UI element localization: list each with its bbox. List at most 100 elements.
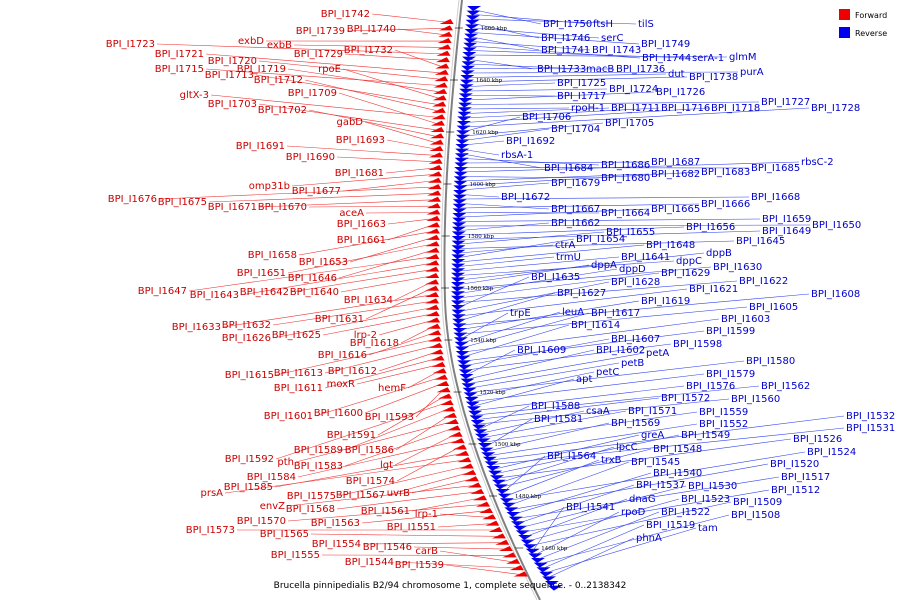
reverse-gene-label: BPI_I1608 (811, 289, 860, 300)
forward-gene-label: BPI_I1647 (138, 286, 187, 297)
reverse-feature (454, 167, 469, 172)
forward-gene-label: BPI_I1670 (258, 202, 307, 213)
forward-connector (275, 402, 446, 460)
reverse-feature (457, 360, 472, 366)
reverse-feature (508, 516, 523, 522)
forward-gene-label: BPI_I1626 (222, 333, 271, 344)
forward-connector (224, 459, 464, 494)
reverse-connector (472, 371, 595, 398)
forward-connector (336, 491, 477, 510)
forward-feature (491, 533, 506, 539)
reverse-gene-label: BPI_I1619 (641, 296, 690, 307)
forward-feature (438, 25, 453, 31)
reverse-gene-label: glmM (729, 52, 757, 63)
forward-feature (430, 126, 445, 132)
forward-connector (342, 180, 434, 192)
forward-feature (506, 558, 521, 564)
forward-gene-label: BPI_I1719 (237, 64, 286, 75)
forward-connector (400, 326, 433, 344)
forward-feature (448, 431, 463, 437)
reverse-connector (491, 415, 845, 461)
reverse-gene-label: BPI_I1598 (673, 339, 722, 350)
reverse-feature (470, 420, 485, 425)
reverse-connector (486, 418, 533, 447)
reverse-gene-label: BPI_I1523 (681, 494, 730, 505)
forward-feature (431, 107, 446, 113)
reverse-gene-label: BPI_I1530 (688, 481, 737, 492)
reverse-connector (514, 472, 652, 515)
forward-feature (455, 450, 470, 456)
reverse-gene-label: BPI_I1743 (592, 45, 641, 56)
reverse-connector (469, 68, 615, 70)
forward-gene-label: BPI_I1671 (208, 202, 257, 213)
reverse-connector (458, 272, 660, 299)
reverse-gene-label: BPI_I1711 (611, 103, 660, 114)
forward-gene-label: BPI_I1631 (315, 314, 364, 325)
forward-feature (436, 50, 451, 56)
reverse-feature (458, 93, 473, 99)
tick-label: 1480 kbp (515, 494, 542, 500)
reverse-feature (456, 121, 471, 126)
reverse-connector (460, 208, 650, 218)
reverse-connector (462, 158, 600, 166)
forward-feature (426, 323, 441, 329)
tick-label: 1600 kbp (469, 182, 496, 188)
forward-connector (365, 288, 432, 320)
reverse-feature (472, 424, 487, 430)
forward-gene-label: BPI_I1583 (294, 461, 343, 472)
reverse-gene-label: rbsC-2 (801, 157, 834, 168)
reverse-connector (546, 527, 697, 573)
forward-feature (425, 241, 440, 247)
reverse-gene-label: serA-1 (692, 53, 724, 64)
forward-feature (430, 133, 445, 139)
reverse-gene-label: BPI_I1706 (522, 112, 571, 123)
reverse-feature (462, 52, 477, 57)
forward-connector (188, 256, 432, 292)
reverse-gene-label: BPI_I1603 (721, 314, 770, 325)
reverse-gene-label: BPI_I1579 (706, 369, 755, 380)
reverse-connector (523, 489, 770, 533)
reverse-gene-label: BPI_I1687 (651, 157, 700, 168)
reverse-gene-label: csaA (586, 406, 610, 417)
tick-marks: 1660 kbp 1640 kbp 1620 kbp 1600 kbp 1580 kbp… (441, 26, 568, 552)
forward-feature (425, 253, 440, 259)
reverse-gene-label: BPI_I1726 (656, 87, 705, 98)
forward-feature (442, 412, 457, 418)
forward-gene-label: gabD (336, 117, 363, 128)
reverse-connector (496, 434, 680, 474)
reverse-gene-label: BPI_I1705 (605, 118, 654, 129)
reverse-gene-label: BPI_I1724 (609, 84, 658, 95)
forward-connector (258, 199, 433, 208)
forward-gene-label: BPI_I1554 (312, 539, 361, 550)
forward-connector (364, 383, 442, 414)
forward-gene-label: BPI_I1600 (314, 408, 363, 419)
forward-feature (425, 285, 440, 291)
reverse-gene-label: BPI_I1602 (596, 345, 645, 356)
reverse-connector (467, 76, 688, 83)
forward-feature (425, 304, 440, 310)
reverse-gene-label: BPI_I1532 (846, 411, 895, 422)
forward-feature (452, 444, 467, 450)
reverse-gene-label: BPI_I1683 (701, 167, 750, 178)
forward-feature (509, 565, 524, 571)
forward-connector (394, 282, 432, 301)
tick-label: 1640 kbp (476, 78, 503, 84)
reverse-connector (469, 59, 536, 70)
chromosome-backbone-inner (440, 0, 538, 600)
tick-label: 1460 kbp (541, 546, 568, 552)
reverse-connector (459, 280, 738, 303)
reverse-gene-label: BPI_I1664 (601, 208, 650, 219)
forward-connector (322, 313, 432, 336)
forward-gene-label: BPI_I1584 (247, 472, 296, 483)
reverse-feature (461, 61, 476, 67)
forward-connector (378, 320, 433, 336)
forward-connector (158, 186, 434, 200)
forward-connector (340, 275, 432, 293)
reverse-feature (468, 410, 483, 416)
reverse-gene-label: rbsA-1 (501, 150, 533, 161)
reverse-feature (482, 456, 497, 462)
forward-feature (430, 120, 445, 126)
reverse-gene-label: BPI_I1524 (807, 447, 856, 458)
forward-gene-label: moxR (327, 379, 355, 390)
